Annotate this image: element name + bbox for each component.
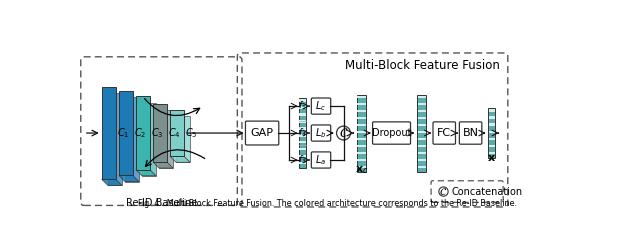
Polygon shape [125,97,139,181]
Text: $f_{4}$: $f_{4}$ [298,127,307,139]
Polygon shape [176,116,190,162]
Bar [299,148,306,150]
Polygon shape [153,162,173,168]
Bar [417,145,426,147]
Bar [357,124,365,126]
Bar [357,117,365,119]
Bar [489,152,495,155]
Bar [357,110,365,112]
Polygon shape [102,179,122,185]
Bar [489,123,495,126]
Polygon shape [170,156,190,162]
Text: $L_{a}$: $L_{a}$ [316,153,326,167]
FancyBboxPatch shape [246,121,279,145]
Polygon shape [136,170,156,176]
Text: $C_{3}$: $C_{3}$ [151,126,164,140]
Bar [102,87,116,179]
Text: Concatenation: Concatenation [451,187,522,197]
Bar [299,99,306,102]
Polygon shape [142,103,156,176]
Bar [417,96,426,98]
Bar [417,124,426,126]
Circle shape [337,126,351,140]
FancyBboxPatch shape [460,122,482,144]
FancyBboxPatch shape [311,125,331,141]
Text: $\mathbf{x}_c$: $\mathbf{x}_c$ [355,164,368,176]
Bar [299,127,306,130]
Text: $C_{2}$: $C_{2}$ [134,126,147,140]
Bar [357,131,365,133]
Text: FC: FC [437,128,451,138]
Bar [417,152,426,154]
Polygon shape [159,110,173,168]
Text: Re-ID Baseline: Re-ID Baseline [125,198,197,208]
Bar [357,159,365,161]
Bar [357,103,365,105]
Bar [299,106,306,109]
Text: Fig. 4.  Multi-Block Feature Fusion. The colored architecture corresponds to the: Fig. 4. Multi-Block Feature Fusion. The … [138,199,518,208]
Bar [356,95,366,172]
Text: $C_{4}$: $C_{4}$ [168,126,181,140]
Bar [489,131,495,133]
Polygon shape [108,93,122,185]
Bar [417,117,426,119]
Bar [417,103,426,105]
Bar [489,116,495,119]
Bar [357,152,365,154]
Bar [299,162,306,164]
Bar [488,108,495,158]
Text: BN: BN [463,128,479,138]
Text: $\mathcal{C}$: $\mathcal{C}$ [440,186,447,197]
FancyBboxPatch shape [311,152,331,168]
Bar [357,96,365,98]
Bar [299,141,306,143]
Bar [299,120,306,123]
Text: $C_{1}$: $C_{1}$ [117,126,130,140]
Text: $\mathcal{C}$: $\mathcal{C}$ [339,126,348,139]
Bar [298,98,307,168]
Bar [153,104,167,162]
Bar [417,110,426,112]
Text: Multi-Block Feature Fusion: Multi-Block Feature Fusion [345,59,500,72]
Bar [136,97,150,170]
Bar [417,166,426,168]
FancyBboxPatch shape [372,122,410,144]
Polygon shape [119,175,139,181]
Text: $\mathbf{x}$: $\mathbf{x}$ [488,153,497,163]
Bar [170,110,184,156]
Text: $L_{b}$: $L_{b}$ [316,126,327,140]
Text: $L_{c}$: $L_{c}$ [316,99,326,113]
Bar [119,91,132,175]
Text: Dropout: Dropout [372,128,412,138]
FancyBboxPatch shape [433,122,456,144]
Bar [417,95,426,172]
Text: $C_{5}$: $C_{5}$ [186,126,198,140]
Text: $f_{3}$: $f_{3}$ [298,154,307,166]
Bar [357,166,365,168]
Bar [417,138,426,140]
Bar [299,113,306,116]
Bar [417,159,426,161]
Bar [417,131,426,133]
Bar [357,138,365,140]
Text: GAP: GAP [251,128,274,138]
FancyBboxPatch shape [311,98,331,114]
Bar [489,109,495,112]
Bar [299,134,306,136]
Bar [357,145,365,147]
Text: $f_{5}$: $f_{5}$ [298,100,307,112]
Circle shape [439,187,448,196]
Bar [489,138,495,140]
Bar [299,155,306,157]
Bar [489,145,495,147]
